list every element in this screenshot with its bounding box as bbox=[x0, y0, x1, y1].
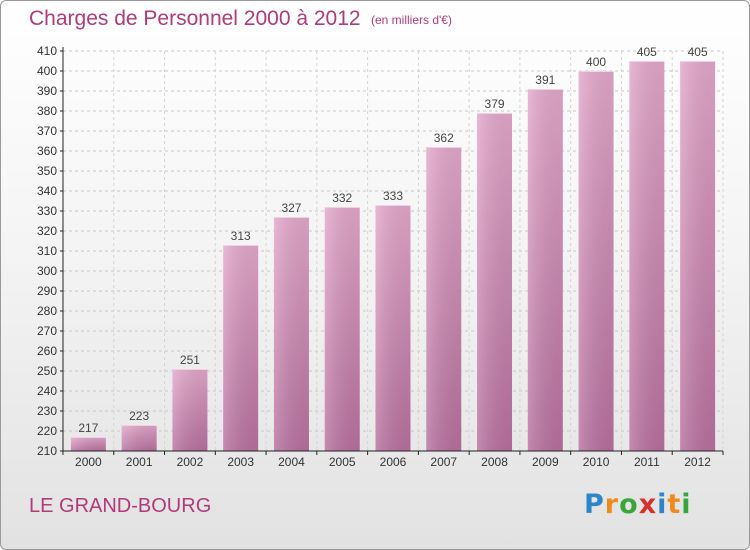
y-tick-label: 390 bbox=[37, 84, 57, 98]
bar-shade bbox=[375, 205, 411, 451]
logo-letter: i bbox=[681, 489, 692, 520]
axis-layer: 210 220 230 240 250 260 270 280 290 300 310 320 330 3… bbox=[37, 44, 724, 469]
bar-shade bbox=[578, 71, 614, 451]
y-tick-label: 310 bbox=[37, 244, 57, 258]
y-tick-label: 410 bbox=[37, 44, 57, 58]
x-tick-label: 2000 bbox=[75, 455, 102, 469]
y-tick-label: 220 bbox=[37, 424, 57, 438]
y-tick-label: 250 bbox=[37, 364, 57, 378]
logo-letter: r bbox=[604, 489, 620, 520]
y-tick-label: 360 bbox=[37, 144, 57, 158]
data-label: 333 bbox=[383, 189, 403, 203]
x-tick-label: 2001 bbox=[126, 455, 153, 469]
y-tick-label: 260 bbox=[37, 344, 57, 358]
logo-letter: P bbox=[584, 489, 605, 520]
logo-letter: t bbox=[667, 489, 682, 520]
y-tick-label: 270 bbox=[37, 324, 57, 338]
logo-letter: i bbox=[657, 489, 668, 520]
x-tick-label: 2008 bbox=[481, 455, 508, 469]
y-tick-label: 380 bbox=[37, 104, 57, 118]
bar-shade bbox=[223, 245, 259, 451]
y-tick-label: 350 bbox=[37, 164, 57, 178]
bar-shade bbox=[527, 89, 563, 451]
proxiti-logo: Proxiti bbox=[584, 489, 692, 520]
x-tick-label: 2010 bbox=[583, 455, 610, 469]
y-tick-label: 300 bbox=[37, 264, 57, 278]
y-tick-label: 340 bbox=[37, 184, 57, 198]
y-tick-label: 210 bbox=[37, 444, 57, 458]
x-tick-label: 2002 bbox=[177, 455, 204, 469]
y-tick-label: 320 bbox=[37, 224, 57, 238]
data-label: 405 bbox=[637, 45, 657, 59]
commune-name: LE GRAND-BOURG bbox=[29, 495, 212, 517]
x-tick-label: 2003 bbox=[227, 455, 254, 469]
x-tick-label: 2011 bbox=[634, 455, 660, 469]
x-tick-label: 2006 bbox=[380, 455, 407, 469]
bar-shade bbox=[172, 369, 208, 451]
chart-title: Charges de Personnel 2000 à 2012 bbox=[29, 7, 361, 30]
data-label: 362 bbox=[434, 131, 454, 145]
data-label: 391 bbox=[535, 73, 555, 87]
bar-shade bbox=[629, 61, 665, 451]
bar-layer bbox=[70, 61, 716, 451]
x-tick-label: 2007 bbox=[430, 455, 457, 469]
data-label: 251 bbox=[180, 353, 200, 367]
data-label: 405 bbox=[688, 45, 708, 59]
bar-shade bbox=[70, 437, 106, 451]
y-tick-label: 370 bbox=[37, 124, 57, 138]
bar-shade bbox=[477, 113, 513, 451]
x-tick-label: 2005 bbox=[329, 455, 356, 469]
y-tick-label: 330 bbox=[37, 204, 57, 218]
data-label: 332 bbox=[332, 191, 352, 205]
bar-shade bbox=[273, 217, 309, 451]
bar-shade bbox=[121, 425, 157, 451]
x-tick-label: 2004 bbox=[278, 455, 305, 469]
y-tick-label: 400 bbox=[37, 64, 57, 78]
bar-shade bbox=[324, 207, 360, 451]
data-label: 327 bbox=[281, 201, 301, 215]
x-tick-label: 2009 bbox=[532, 455, 559, 469]
y-tick-label: 290 bbox=[37, 284, 57, 298]
y-tick-label: 280 bbox=[37, 304, 57, 318]
data-label: 217 bbox=[78, 421, 98, 435]
y-tick-label: 240 bbox=[37, 384, 57, 398]
x-tick-label: 2012 bbox=[684, 455, 711, 469]
bar-shade bbox=[426, 147, 462, 451]
data-label: 400 bbox=[586, 55, 606, 69]
logo-letter: o bbox=[619, 489, 639, 520]
data-label: 223 bbox=[129, 409, 149, 423]
bar-shade bbox=[680, 61, 716, 451]
data-label: 313 bbox=[231, 229, 251, 243]
y-tick-label: 230 bbox=[37, 404, 57, 418]
chart-subtitle: (en milliers d'€) bbox=[371, 13, 452, 27]
logo-letter: x bbox=[638, 489, 658, 520]
data-label: 379 bbox=[485, 97, 505, 111]
